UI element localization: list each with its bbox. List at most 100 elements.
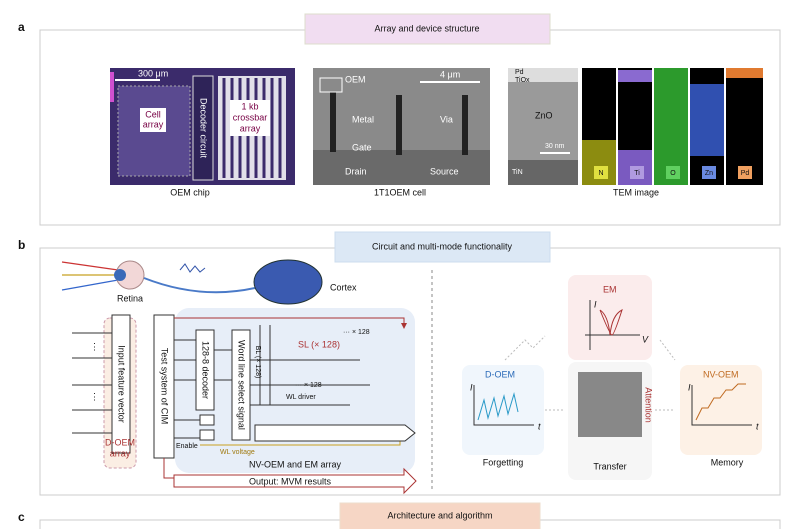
dots: ⋮ — [90, 391, 99, 401]
circuit-label: D-OEM — [105, 437, 135, 447]
output-arrow — [173, 467, 417, 495]
rays — [61, 261, 119, 291]
cell-scale: 4 μm — [440, 69, 460, 79]
doem-plot — [473, 385, 534, 426]
panel-label: b — [18, 238, 25, 252]
tem-pd — [508, 68, 578, 82]
axis-label: t — [538, 421, 541, 431]
mode-arrows — [504, 335, 676, 411]
axis-label: I — [470, 382, 473, 392]
nvoem-box — [680, 365, 762, 455]
bio-label: Retina — [117, 293, 143, 303]
map-ti-signal — [618, 70, 652, 82]
shape — [504, 335, 546, 361]
element-label: O — [670, 170, 676, 177]
chip-label: Cell — [145, 109, 161, 119]
tem-scale: 30 nm — [545, 143, 565, 150]
label-box — [140, 108, 166, 132]
shape — [259, 325, 271, 405]
mode-label: Attention — [644, 387, 654, 423]
element-label: Pd — [741, 170, 750, 177]
circuit-label: BL (× 128) — [254, 346, 261, 379]
shape — [695, 383, 746, 421]
mode-caption: Transfer — [593, 461, 626, 471]
sl-line — [174, 317, 407, 329]
brain — [253, 259, 323, 305]
shape — [330, 92, 336, 152]
circuit-label: Input feature vector — [117, 345, 127, 423]
bio-label: Cortex — [330, 282, 357, 292]
shape — [659, 339, 676, 361]
panel-title: Architecture and algorithm — [387, 510, 492, 520]
shape — [738, 166, 752, 179]
doem-box — [462, 365, 544, 455]
shape — [174, 339, 370, 439]
circuit-label: Test system of CIM — [160, 348, 170, 425]
chip-label: crossbar — [233, 112, 268, 122]
transfer-image — [578, 372, 642, 437]
mode-label: NV-OEM — [703, 369, 739, 379]
circuit-label: ··· × 128 — [343, 329, 370, 336]
shape — [691, 385, 752, 426]
title-pill — [339, 502, 541, 529]
cell-label: Gate — [352, 142, 372, 152]
nvoem-plot — [691, 383, 752, 426]
map-pd-signal — [726, 68, 763, 78]
chip-scale: 300 μm — [138, 68, 168, 78]
element-label: N — [598, 170, 603, 177]
shape — [630, 166, 644, 179]
tem-tin — [508, 160, 578, 185]
mode-caption: Forgetting — [483, 457, 524, 467]
map-zn-signal — [690, 84, 724, 156]
axis-label: I — [594, 299, 597, 309]
oem-box — [319, 77, 343, 93]
shape — [599, 309, 623, 336]
cell-substrate — [313, 150, 490, 185]
circuit-label: SL (× 128) — [298, 339, 340, 349]
tem-layer: TiOx — [515, 77, 530, 84]
circuit-label: NV-OEM and EM array — [249, 459, 342, 469]
circuit-label: Output: MVM results — [249, 476, 332, 486]
shape — [666, 166, 680, 179]
title-pill — [304, 13, 551, 45]
bus — [254, 424, 416, 442]
map-pd — [726, 68, 763, 185]
shape — [462, 95, 468, 155]
panel-label: a — [18, 20, 25, 34]
tem-layer: ZnO — [535, 110, 553, 120]
shape — [594, 166, 608, 179]
input-wires — [72, 332, 112, 434]
decoder-box — [195, 329, 215, 411]
shape — [61, 261, 119, 271]
chip-label: 1 kb — [241, 101, 258, 111]
panel-title: Array and device structure — [374, 23, 479, 33]
axis-label: t — [756, 421, 759, 431]
circuit-label: array — [110, 448, 131, 458]
shape — [396, 95, 402, 155]
shape — [477, 392, 519, 421]
circuit-label: WL voltage — [220, 449, 255, 456]
circuit-label: WL driver — [286, 394, 316, 401]
caption: OEM chip — [170, 187, 210, 197]
caption: 1T1OEM cell — [374, 187, 426, 197]
circuit-label: ··· × 128 — [295, 382, 322, 389]
map-o — [654, 68, 688, 185]
circuit-label: Word line select signal — [237, 340, 247, 430]
mode-caption: Memory — [711, 457, 744, 467]
mode-label: EM — [603, 284, 617, 294]
em-plot — [585, 300, 640, 350]
cell-label: Drain — [345, 166, 367, 176]
input-vector-box — [111, 314, 131, 454]
cell-label: OEM — [345, 74, 366, 84]
em-box — [568, 275, 652, 360]
title-pill — [334, 231, 551, 263]
axis-label: V — [642, 334, 649, 344]
tem-layer: TiN — [512, 169, 523, 176]
signal — [179, 263, 206, 273]
shape — [473, 385, 534, 426]
panel-label: c — [18, 510, 25, 524]
circuit-label: 128-8 decoder — [201, 341, 211, 399]
iris — [114, 269, 126, 281]
